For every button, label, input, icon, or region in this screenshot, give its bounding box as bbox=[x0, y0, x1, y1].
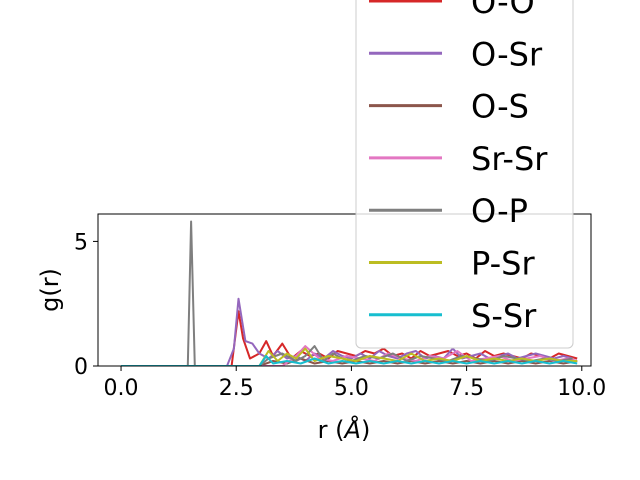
x-axis: 0.0 2.5 5.0 7.5 10.0 bbox=[104, 366, 606, 401]
y-tick-label: 0 bbox=[74, 355, 88, 380]
legend-label-s-sr: S-Sr bbox=[471, 297, 537, 335]
x-tick-label: 0.0 bbox=[104, 376, 139, 401]
legend-box bbox=[355, 0, 574, 349]
y-axis: 05 bbox=[74, 230, 98, 380]
x-tick-label: 7.5 bbox=[449, 376, 484, 401]
series-line-sr-sr bbox=[121, 345, 578, 366]
plot-lines bbox=[121, 220, 578, 366]
legend-label-o-sr: O-Sr bbox=[471, 35, 543, 73]
legend: O-O O-Sr O-S Sr-Sr O-P P-Sr S-Sr bbox=[355, 0, 574, 349]
x-tick-label: 2.5 bbox=[219, 376, 254, 401]
legend-label-p-sr: P-Sr bbox=[471, 245, 535, 283]
legend-label-o-p: O-P bbox=[471, 192, 528, 230]
x-tick-label: 10.0 bbox=[557, 376, 606, 401]
plot-frame bbox=[97, 213, 592, 367]
legend-label-sr-sr: Sr-Sr bbox=[471, 140, 548, 178]
x-axis-label: r (Å) bbox=[318, 415, 371, 444]
legend-label-o-o: O-O bbox=[471, 0, 535, 21]
legend-label-o-s: O-S bbox=[471, 88, 529, 126]
x-tick-label: 5.0 bbox=[334, 376, 369, 401]
y-axis-label: g(r) bbox=[36, 268, 64, 312]
y-tick-label: 5 bbox=[74, 230, 88, 255]
series-line-s-sr bbox=[121, 355, 578, 366]
